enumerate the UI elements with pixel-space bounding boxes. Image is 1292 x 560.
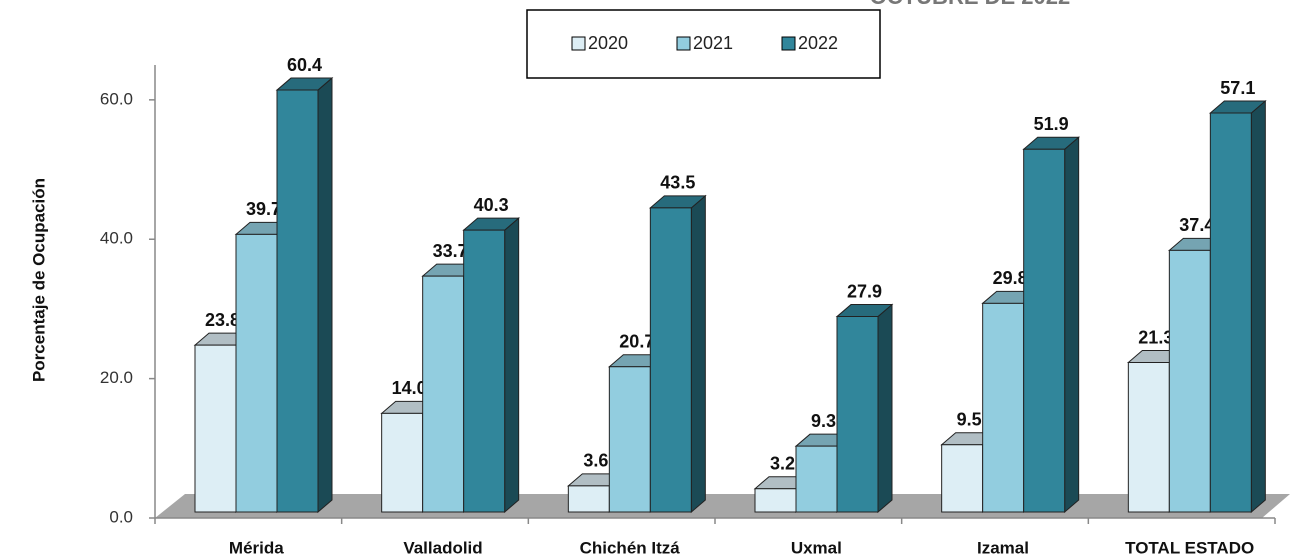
y-tick-label: 20.0 — [100, 368, 133, 387]
bar-face — [649, 207, 692, 513]
bar-face — [836, 316, 879, 513]
bar-face — [1209, 112, 1252, 513]
data-label: 9.3 — [811, 411, 836, 431]
y-tick-label: 0.0 — [109, 507, 133, 526]
data-label: 51.9 — [1034, 114, 1069, 134]
x-tick-label: Uxmal — [791, 538, 842, 557]
data-label: 9.5 — [957, 410, 982, 430]
bar-face — [982, 302, 1025, 513]
bar-face — [941, 444, 984, 513]
data-label: 60.4 — [287, 55, 322, 75]
data-label: 27.9 — [847, 281, 882, 301]
bar — [275, 76, 334, 514]
bar-face — [317, 76, 333, 514]
bar — [1022, 136, 1081, 514]
bar-face — [690, 194, 706, 514]
bar-face — [1168, 249, 1211, 513]
bar-face — [504, 217, 520, 514]
bar-face — [877, 303, 893, 514]
bar-face — [567, 485, 610, 513]
chart-title: OCTUBRE DE 2022 — [870, 0, 1071, 9]
data-label: 29.8 — [993, 268, 1028, 288]
y-tick-label: 40.0 — [100, 229, 133, 248]
legend-swatch — [781, 36, 796, 51]
bar-face — [1023, 148, 1066, 513]
legend-label: 2022 — [798, 33, 838, 53]
bar-face — [795, 445, 838, 513]
legend-label: 2021 — [693, 33, 733, 53]
bar — [1208, 99, 1267, 514]
bar-face — [235, 233, 278, 513]
bar-face — [754, 488, 797, 513]
bar-face — [194, 344, 237, 513]
bar-face — [1127, 362, 1170, 513]
data-label: 3.6 — [583, 451, 608, 471]
data-label: 33.7 — [433, 241, 468, 261]
x-tick-label: TOTAL ESTADO — [1125, 538, 1254, 557]
bar — [648, 194, 707, 514]
x-tick-label: Mérida — [229, 538, 284, 557]
bar-face — [422, 275, 465, 513]
legend-swatch — [676, 36, 691, 51]
bar-face — [463, 229, 506, 513]
data-label: 40.3 — [474, 195, 509, 215]
legend-label: 2020 — [588, 33, 628, 53]
data-label: 23.8 — [205, 310, 240, 330]
data-label: 21.3 — [1138, 327, 1173, 347]
bar — [462, 217, 521, 514]
bar-face — [1064, 136, 1080, 514]
x-tick-label: Izamal — [977, 538, 1029, 557]
legend — [526, 9, 881, 79]
data-label: 20.7 — [619, 331, 654, 351]
bar — [835, 303, 894, 514]
bar-face — [1250, 99, 1266, 514]
x-tick-label: Valladolid — [403, 538, 482, 557]
bar-face — [381, 412, 424, 513]
legend-swatch — [571, 36, 586, 51]
data-label: 43.5 — [660, 173, 695, 193]
data-label: 3.2 — [770, 453, 795, 473]
data-label: 14.0 — [392, 378, 427, 398]
y-tick-label: 60.0 — [100, 89, 133, 108]
bar-face — [276, 89, 319, 513]
bar-face — [608, 366, 651, 513]
y-axis-label: Porcentaje de Ocupación — [29, 178, 48, 382]
data-label: 57.1 — [1220, 78, 1255, 98]
x-tick-label: Chichén Itzá — [580, 538, 681, 557]
data-label: 37.4 — [1179, 215, 1214, 235]
data-label: 39.7 — [246, 199, 281, 219]
